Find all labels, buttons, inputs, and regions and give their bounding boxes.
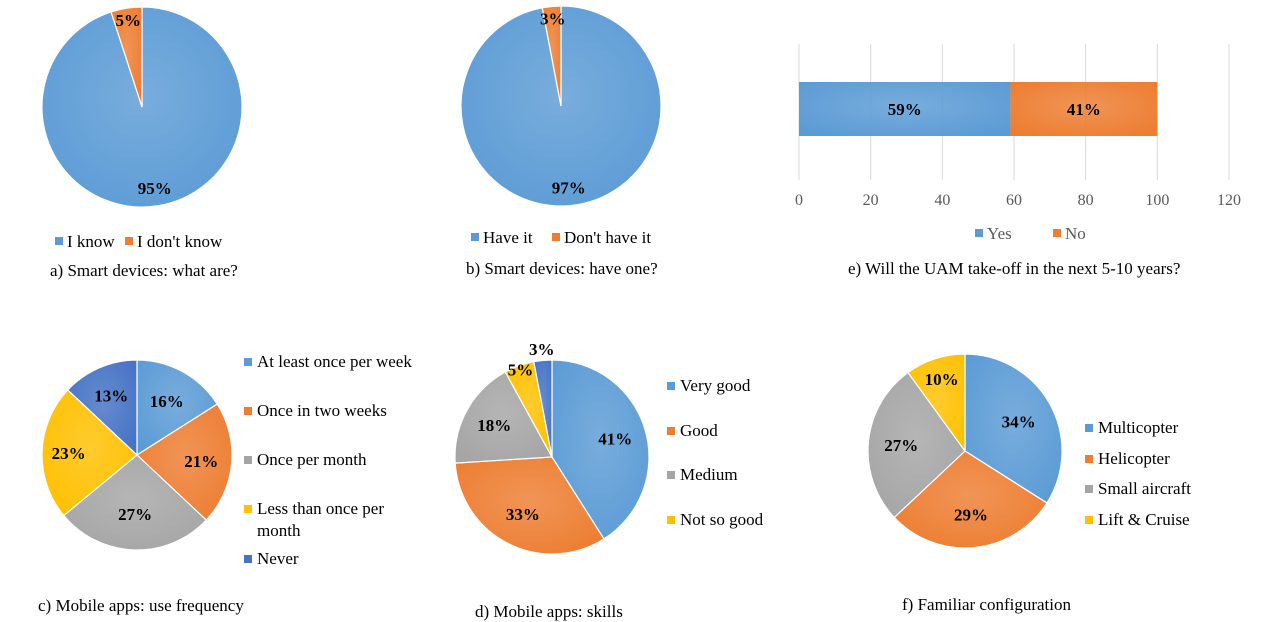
pie-slice <box>136 403 233 521</box>
data-label: 18% <box>477 416 511 435</box>
pie-slice <box>66 359 138 457</box>
data-label: 5% <box>508 360 534 379</box>
legend-swatch <box>125 237 133 245</box>
legend-label: Don't have it <box>564 228 651 247</box>
legend-swatch <box>244 555 252 563</box>
legend-label: I don't know <box>137 232 223 251</box>
legend-swatch <box>1085 455 1093 463</box>
data-label: 29% <box>954 506 988 525</box>
data-label: 27% <box>884 436 918 455</box>
legend-label: Medium <box>680 465 738 484</box>
legend-swatch <box>552 233 560 241</box>
caption-a: a) Smart devices: what are? <box>50 261 238 280</box>
legend-swatch <box>244 358 252 366</box>
pie-slice <box>541 5 562 107</box>
data-label: 21% <box>184 452 218 471</box>
legend-label: Good <box>680 421 718 440</box>
data-label: 3% <box>540 9 566 28</box>
legend-label: Multicopter <box>1098 418 1179 437</box>
legend-label: Once per month <box>257 450 367 469</box>
legend-swatch <box>471 233 479 241</box>
x-tick-label: 100 <box>1145 192 1169 209</box>
data-label: 97% <box>552 179 586 198</box>
caption-e: e) Will the UAM take-off in the next 5-1… <box>848 259 1181 278</box>
caption-f: f) Familiar configuration <box>902 595 1072 614</box>
pie-slice <box>907 353 966 453</box>
legend-label: Less than once per month <box>257 499 384 540</box>
legend-swatch <box>667 427 675 435</box>
legend-label: Small aircraft <box>1098 479 1191 498</box>
x-tick-label: 80 <box>1078 192 1094 209</box>
pie-slice <box>867 371 966 519</box>
pie-slice <box>136 359 219 457</box>
data-label: 16% <box>150 392 184 411</box>
caption-d: d) Mobile apps: skills <box>475 602 623 621</box>
pie-slice <box>454 371 553 464</box>
data-label: 27% <box>118 505 152 524</box>
pie-slice <box>533 359 553 458</box>
data-label: 23% <box>52 444 86 463</box>
x-tick-label: 60 <box>1006 192 1022 209</box>
legend-swatch <box>244 505 252 513</box>
pie-slice <box>41 389 138 517</box>
caption-c: c) Mobile apps: use frequency <box>38 596 244 615</box>
bar <box>1010 82 1158 136</box>
legend-swatch <box>1085 424 1093 432</box>
pie-slice <box>62 454 208 551</box>
legend-label: I know <box>67 232 115 251</box>
legend-swatch <box>244 407 252 415</box>
caption-b: b) Smart devices: have one? <box>466 259 658 278</box>
bar <box>799 82 1011 136</box>
legend-label: At least once per week <box>257 352 412 371</box>
x-tick-label: 120 <box>1217 192 1241 209</box>
legend-swatch <box>667 516 675 524</box>
data-label: 10% <box>925 370 959 389</box>
data-label: 3% <box>529 340 555 359</box>
data-label: 41% <box>1067 100 1101 119</box>
x-tick-label: 40 <box>934 192 950 209</box>
legend-label: Once in two weeks <box>257 401 387 420</box>
legend-label: Yes <box>987 224 1012 243</box>
legend-swatch <box>1085 485 1093 493</box>
pie-slice <box>893 450 1048 549</box>
data-label: 59% <box>888 100 922 119</box>
legend-swatch <box>667 382 675 390</box>
legend-swatch <box>667 471 675 479</box>
x-tick-label: 0 <box>795 192 803 209</box>
data-label: 41% <box>598 430 632 449</box>
data-label: 34% <box>1002 413 1036 432</box>
legend-swatch <box>1085 516 1093 524</box>
pie-slice <box>454 456 605 555</box>
legend-label: Have it <box>483 228 533 247</box>
data-label: 33% <box>506 505 540 524</box>
legend-label: Never <box>257 549 299 568</box>
legend-swatch <box>244 456 252 464</box>
legend-label: Not so good <box>680 510 764 529</box>
data-label: 13% <box>94 387 128 406</box>
legend-swatch <box>1053 229 1061 237</box>
legend-swatch <box>55 237 63 245</box>
x-tick-label: 20 <box>863 192 879 209</box>
legend-label: Very good <box>680 376 751 395</box>
data-label: 5% <box>115 11 141 30</box>
data-label: 95% <box>138 179 172 198</box>
legend-label: Lift & Cruise <box>1098 510 1190 529</box>
legend-swatch <box>975 229 983 237</box>
legend-label: Helicopter <box>1098 449 1170 468</box>
legend-label: No <box>1065 224 1086 243</box>
pie-slice <box>110 6 143 108</box>
